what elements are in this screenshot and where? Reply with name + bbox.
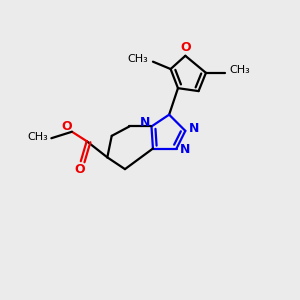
Text: O: O bbox=[180, 41, 190, 54]
Text: CH₃: CH₃ bbox=[27, 132, 48, 142]
Text: N: N bbox=[188, 122, 199, 135]
Text: N: N bbox=[140, 116, 150, 129]
Text: CH₃: CH₃ bbox=[128, 54, 148, 64]
Text: O: O bbox=[61, 120, 72, 133]
Text: CH₃: CH₃ bbox=[230, 65, 250, 76]
Text: N: N bbox=[180, 143, 190, 157]
Text: O: O bbox=[74, 163, 85, 176]
